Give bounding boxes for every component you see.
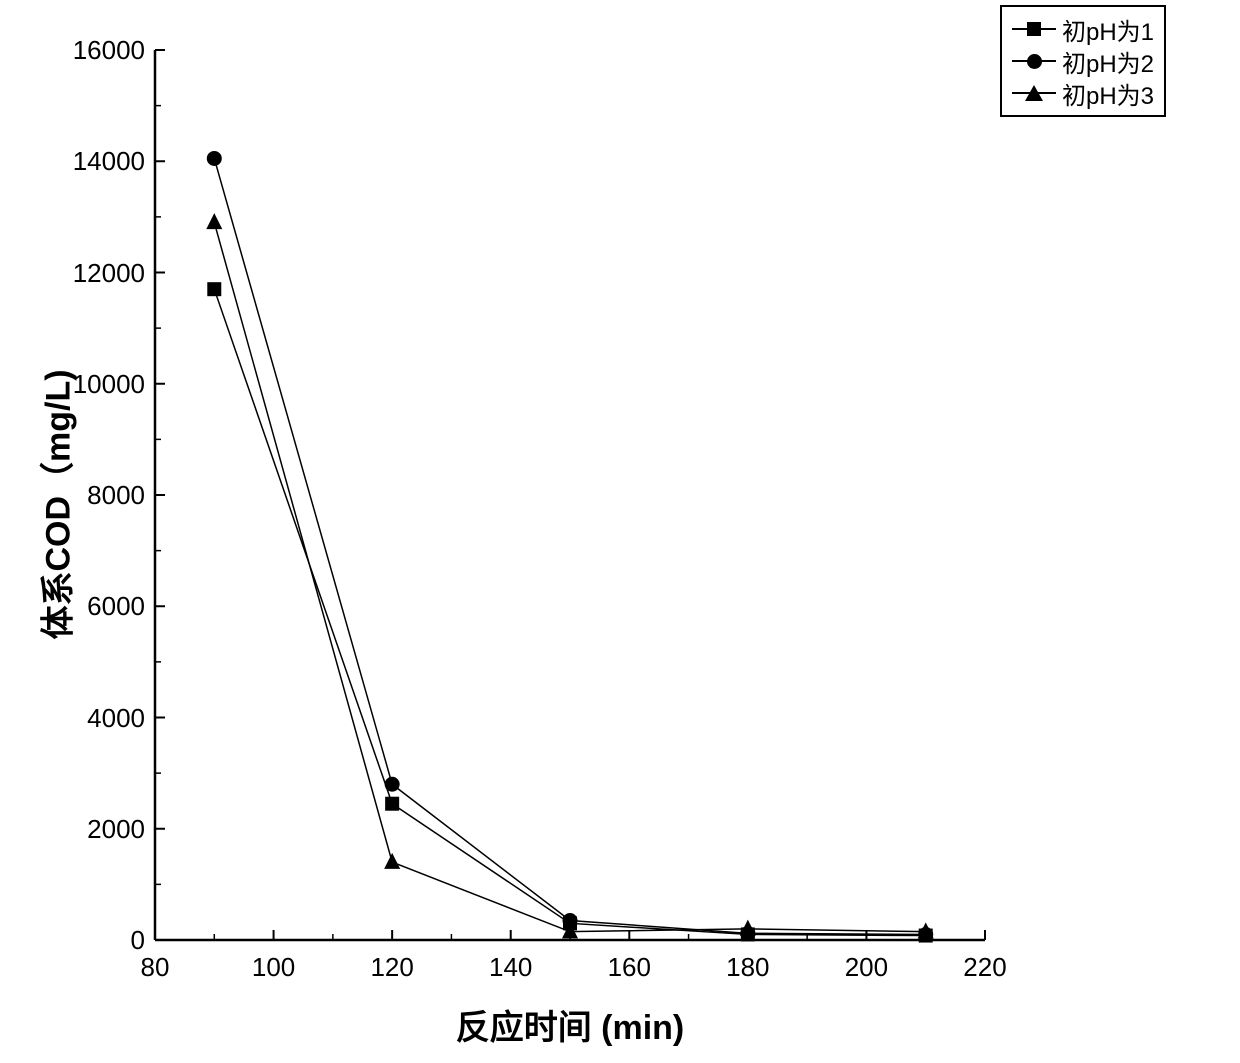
legend-marker-line	[1012, 60, 1056, 62]
legend-marker-line	[1012, 28, 1056, 30]
chart-container: 体系COD（mg/L) 反应时间 (min) 初pH为1初pH为2初pH为3 8…	[0, 0, 1240, 1063]
legend-item: 初pH为3	[1012, 77, 1154, 109]
y-tick-label: 2000	[60, 814, 145, 845]
x-axis-label: 反应时间 (min)	[155, 1000, 985, 1049]
y-tick-label: 8000	[60, 480, 145, 511]
y-tick-label: 14000	[60, 146, 145, 177]
x-tick-label: 220	[960, 952, 1010, 983]
chart-svg	[0, 0, 1240, 1063]
x-tick-label: 180	[723, 952, 773, 983]
circle-marker-icon	[1027, 54, 1042, 69]
triangle-marker-icon	[1025, 85, 1043, 101]
legend-label: 初pH为1	[1062, 12, 1154, 47]
x-tick-label: 100	[249, 952, 299, 983]
x-tick-label: 160	[604, 952, 654, 983]
y-tick-label: 10000	[60, 369, 145, 400]
legend-marker-line	[1012, 92, 1056, 94]
y-tick-label: 16000	[60, 35, 145, 66]
y-tick-label: 6000	[60, 591, 145, 622]
legend-label: 初pH为3	[1062, 76, 1154, 111]
x-tick-label: 140	[486, 952, 536, 983]
x-tick-label: 80	[130, 952, 180, 983]
y-tick-label: 12000	[60, 258, 145, 289]
square-marker-icon	[1027, 22, 1041, 36]
legend-label: 初pH为2	[1062, 44, 1154, 79]
x-tick-label: 120	[367, 952, 417, 983]
legend-item: 初pH为1	[1012, 13, 1154, 45]
legend: 初pH为1初pH为2初pH为3	[1000, 5, 1166, 117]
x-tick-label: 200	[841, 952, 891, 983]
y-tick-label: 4000	[60, 703, 145, 734]
legend-item: 初pH为2	[1012, 45, 1154, 77]
y-tick-label: 0	[60, 925, 145, 956]
